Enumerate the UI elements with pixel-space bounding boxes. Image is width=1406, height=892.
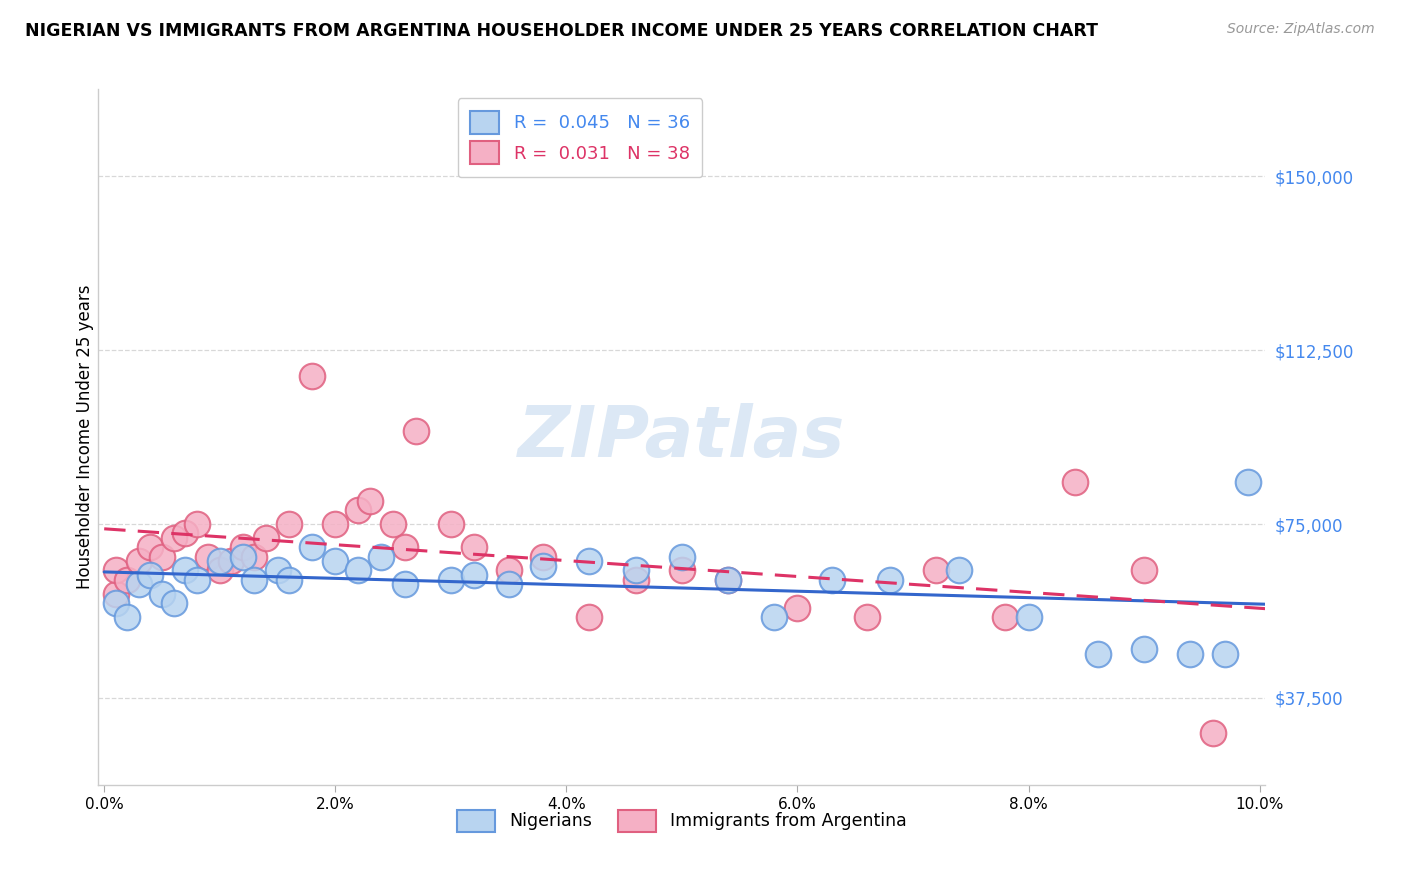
Point — [1180, 647, 1202, 661]
Point — [463, 540, 485, 554]
Point — [221, 554, 243, 568]
Point — [624, 564, 647, 578]
Point — [128, 577, 150, 591]
Point — [301, 540, 323, 554]
Point — [359, 493, 381, 508]
Point — [117, 573, 139, 587]
Point — [197, 549, 219, 564]
Point — [150, 587, 173, 601]
Point — [786, 600, 808, 615]
Point — [994, 610, 1017, 624]
Point — [1213, 647, 1236, 661]
Point — [243, 573, 266, 587]
Point — [266, 564, 288, 578]
Point — [1018, 610, 1040, 624]
Point — [1133, 642, 1156, 657]
Point — [139, 568, 162, 582]
Point — [382, 516, 405, 531]
Point — [162, 531, 184, 545]
Point — [162, 596, 184, 610]
Point — [671, 564, 693, 578]
Point — [278, 516, 301, 531]
Point — [925, 564, 948, 578]
Point — [301, 368, 323, 383]
Point — [578, 554, 600, 568]
Point — [323, 554, 346, 568]
Point — [232, 549, 254, 564]
Y-axis label: Householder Income Under 25 years: Householder Income Under 25 years — [76, 285, 94, 590]
Point — [104, 564, 127, 578]
Point — [1063, 475, 1085, 490]
Text: NIGERIAN VS IMMIGRANTS FROM ARGENTINA HOUSEHOLDER INCOME UNDER 25 YEARS CORRELAT: NIGERIAN VS IMMIGRANTS FROM ARGENTINA HO… — [25, 22, 1098, 40]
Point — [1133, 564, 1156, 578]
Point — [232, 540, 254, 554]
Point — [463, 568, 485, 582]
Point — [405, 424, 427, 438]
Point — [243, 549, 266, 564]
Point — [531, 549, 554, 564]
Legend: Nigerians, Immigrants from Argentina: Nigerians, Immigrants from Argentina — [443, 796, 921, 846]
Point — [208, 564, 231, 578]
Point — [717, 573, 740, 587]
Point — [278, 573, 301, 587]
Point — [440, 573, 463, 587]
Point — [879, 573, 901, 587]
Point — [347, 503, 370, 517]
Point — [531, 558, 554, 573]
Point — [1202, 726, 1225, 740]
Point — [104, 587, 127, 601]
Point — [855, 610, 877, 624]
Point — [1087, 647, 1109, 661]
Text: ZIPatlas: ZIPatlas — [519, 402, 845, 472]
Point — [440, 516, 463, 531]
Point — [394, 577, 416, 591]
Point — [578, 610, 600, 624]
Point — [347, 564, 370, 578]
Point — [717, 573, 740, 587]
Point — [117, 610, 139, 624]
Point — [671, 549, 693, 564]
Point — [174, 526, 197, 541]
Point — [186, 573, 208, 587]
Point — [128, 554, 150, 568]
Point — [498, 577, 520, 591]
Point — [948, 564, 970, 578]
Point — [498, 564, 520, 578]
Point — [370, 549, 392, 564]
Point — [624, 573, 647, 587]
Point — [208, 554, 231, 568]
Point — [139, 540, 162, 554]
Point — [104, 596, 127, 610]
Point — [186, 516, 208, 531]
Point — [174, 564, 197, 578]
Point — [323, 516, 346, 531]
Point — [763, 610, 786, 624]
Point — [394, 540, 416, 554]
Text: Source: ZipAtlas.com: Source: ZipAtlas.com — [1227, 22, 1375, 37]
Point — [821, 573, 844, 587]
Point — [1237, 475, 1260, 490]
Point — [254, 531, 277, 545]
Point — [150, 549, 173, 564]
